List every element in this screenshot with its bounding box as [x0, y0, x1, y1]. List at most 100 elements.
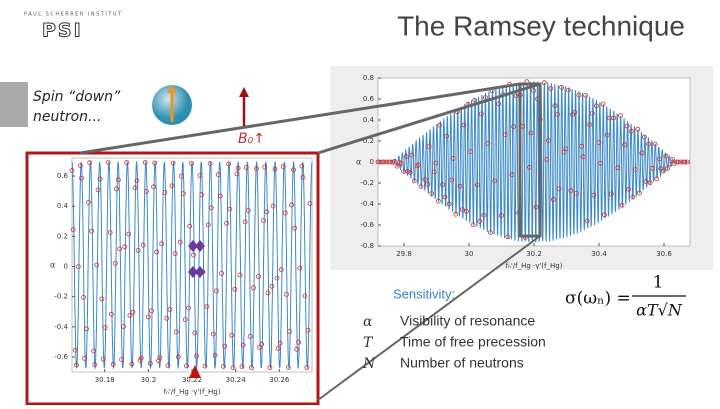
sample-point	[426, 144, 432, 150]
sample-point	[112, 260, 118, 266]
sample-point	[86, 199, 91, 205]
x-tick-label: 30.22	[182, 376, 202, 384]
sample-point	[122, 244, 128, 250]
sample-point	[488, 230, 493, 236]
sample-point	[663, 153, 669, 159]
sample-point	[250, 285, 256, 291]
sample-point	[92, 362, 98, 368]
sample-point	[265, 290, 271, 296]
sample-point	[152, 160, 158, 166]
sample-point	[291, 167, 296, 173]
sample-point	[149, 308, 154, 314]
formula-numerator: 1	[653, 273, 664, 293]
field-label: B₀↑	[238, 131, 265, 147]
spin-label: neutron...	[33, 109, 101, 125]
sample-point	[474, 182, 480, 188]
sample-point	[300, 174, 306, 180]
term-description: Time of free precession	[400, 334, 546, 350]
sample-point	[418, 184, 424, 190]
sample-point	[282, 210, 288, 216]
sample-point	[670, 156, 675, 162]
y-tick-label: -0.8	[360, 242, 374, 250]
sample-point	[682, 159, 688, 165]
sample-point	[446, 201, 452, 207]
sample-point	[429, 191, 435, 197]
sample-point	[405, 168, 411, 174]
sample-point	[72, 347, 78, 353]
sample-point	[618, 113, 623, 118]
sample-point	[287, 328, 293, 334]
sample-point	[596, 140, 602, 145]
sample-point	[622, 142, 627, 148]
sample-point	[226, 161, 232, 167]
sample-point	[157, 355, 163, 360]
sample-point	[470, 222, 476, 228]
sample-point	[289, 202, 295, 208]
sample-point	[632, 167, 638, 173]
slide-title: The Ramsey technique	[397, 10, 685, 41]
sample-point	[435, 198, 441, 204]
sample-point	[608, 191, 614, 197]
y-axis-label: α	[356, 158, 361, 167]
sample-point	[245, 207, 251, 213]
sample-point	[154, 249, 160, 255]
spin-label: Spin “down”	[33, 89, 121, 105]
sample-point	[528, 130, 534, 136]
sample-point	[533, 204, 539, 210]
sample-point	[583, 93, 589, 98]
x-tick-label: 30	[465, 250, 474, 258]
sample-point	[197, 172, 203, 178]
sample-point	[461, 122, 467, 128]
sample-point	[147, 361, 153, 366]
sample-point	[121, 324, 126, 329]
sample-point	[79, 175, 84, 181]
sample-point	[227, 206, 233, 212]
sample-point	[204, 304, 210, 310]
sample-point	[126, 231, 132, 237]
sample-point	[440, 182, 445, 187]
y-tick-label: 0	[64, 263, 68, 271]
x-tick-label: 30.26	[269, 376, 290, 384]
sample-point	[563, 146, 569, 152]
sample-point	[105, 160, 111, 166]
sample-point	[99, 296, 105, 302]
sample-point	[208, 205, 214, 211]
sample-point	[619, 202, 625, 208]
sample-point	[140, 242, 146, 248]
sample-point	[502, 132, 508, 138]
sample-point	[142, 159, 148, 165]
sensitivity-heading: Sensitivity:	[393, 286, 455, 301]
sample-point	[269, 283, 275, 289]
sample-point	[182, 317, 188, 323]
sample-point	[492, 178, 498, 184]
sample-point	[274, 275, 280, 281]
y-tick-label: -0.6	[360, 221, 374, 229]
sample-point	[189, 160, 195, 166]
sample-point	[572, 109, 578, 115]
zoom-connector	[317, 235, 541, 401]
sample-point	[234, 171, 240, 177]
sample-point	[178, 173, 184, 179]
sample-point	[671, 161, 677, 166]
x-tick-label: 30.4	[591, 250, 607, 258]
field-arrow-head	[239, 87, 249, 97]
sample-point	[459, 207, 465, 213]
sample-point	[177, 239, 183, 245]
sample-point	[145, 314, 151, 320]
x-tick-label: 30.2	[141, 376, 157, 384]
y-tick-label: 0.8	[363, 74, 374, 82]
sample-point	[272, 166, 278, 172]
sample-point	[138, 355, 144, 361]
sample-point	[205, 222, 211, 228]
sample-point	[472, 97, 478, 103]
sample-point	[602, 212, 607, 218]
sample-point	[431, 169, 437, 175]
term-symbol: α	[363, 314, 373, 330]
sample-point	[559, 85, 564, 90]
sample-point	[498, 213, 504, 218]
sample-point	[235, 165, 241, 171]
sample-point	[159, 241, 165, 247]
sample-point	[296, 339, 302, 345]
sample-point	[394, 163, 400, 169]
sample-point	[264, 209, 270, 215]
